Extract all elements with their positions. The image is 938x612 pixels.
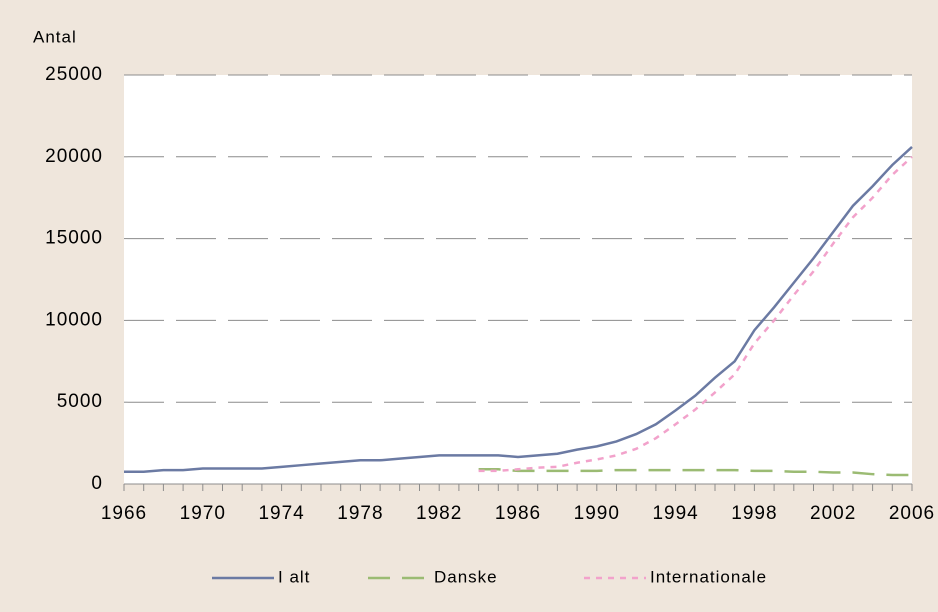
y-tick-label: 15000 (45, 228, 103, 249)
x-tick-label: 1974 (258, 503, 304, 524)
y-tick-label: 10000 (45, 309, 103, 330)
legend-label: Internationale (650, 567, 767, 586)
series-line (478, 468, 912, 477)
x-tick-label: 2006 (889, 503, 935, 524)
plot-area (124, 75, 912, 484)
x-tick-label: 1994 (652, 503, 698, 524)
x-tick-label: 1978 (337, 503, 383, 524)
legend-label: Danske (434, 567, 498, 586)
x-tick-label: 1970 (180, 503, 226, 524)
y-axis-title: Antal (33, 27, 77, 46)
x-tick-label: 1966 (101, 503, 147, 524)
series-line (478, 155, 913, 473)
y-tick-label: 0 (91, 473, 103, 494)
x-tick-label: 2002 (810, 503, 856, 524)
x-tick-label: 1982 (416, 503, 462, 524)
legend-label: I alt (278, 567, 310, 586)
x-tick-label: 1998 (731, 503, 777, 524)
series-line (124, 146, 913, 473)
y-tick-label: 20000 (45, 146, 103, 167)
y-tick-label: 25000 (45, 64, 103, 85)
y-tick-label: 5000 (57, 391, 103, 412)
x-tick-label: 1986 (495, 503, 541, 524)
x-tick-label: 1990 (574, 503, 620, 524)
